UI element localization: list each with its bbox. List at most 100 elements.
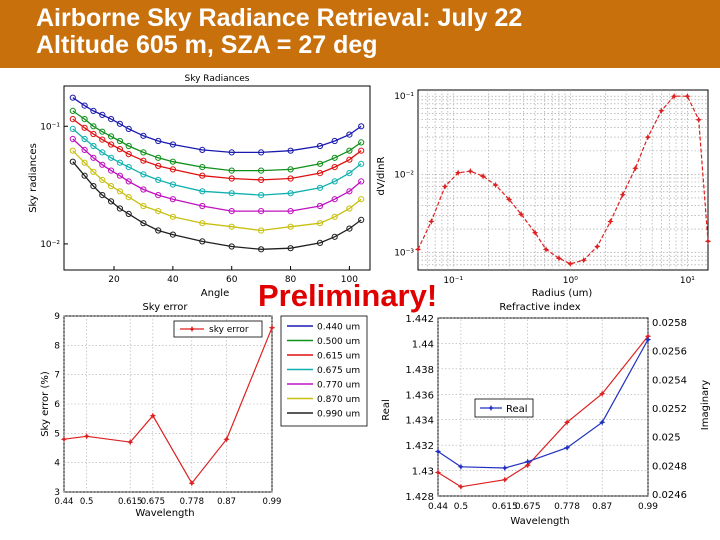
sky-radiance-point — [258, 208, 265, 215]
sky-error-point — [127, 438, 134, 446]
sky-radiance-point — [258, 227, 265, 234]
sky-radiance-point — [287, 245, 294, 252]
sky-radiance-point — [169, 231, 176, 238]
sky-radiance-point — [125, 142, 132, 150]
sky-error-markers — [60, 324, 276, 487]
sky-radiance-point — [258, 167, 265, 174]
sky-radiance-point — [287, 147, 294, 154]
refractive-index-panel: Refractive index Wavelength Real Imagina… — [381, 302, 711, 527]
sky-radiance-point — [140, 220, 147, 227]
sky-radiance-point — [69, 135, 76, 143]
sky-radiance-point — [140, 186, 147, 193]
size-distribution-point — [414, 246, 422, 253]
size-distribution-ylabel: dV/dlnR — [376, 156, 387, 195]
sky-radiance-point — [125, 178, 132, 185]
wavelength-legend: 0.440 um 0.500 um 0.615 um 0.675 um 0.770 um… — [280, 315, 368, 427]
sky-radiance-point — [99, 128, 106, 135]
sky-radiance-point — [108, 198, 115, 205]
sky-radiance-panel: Sky Radiances Angle Sky radiances 20 40 60… — [28, 74, 371, 299]
size-distribution-ytick-label: 10⁻¹ — [394, 92, 414, 102]
sky-radiance-point — [287, 223, 294, 230]
sky-radiance-point — [116, 120, 124, 127]
size-distribution-point — [619, 191, 626, 198]
sky-radiance-point — [287, 175, 294, 182]
sky-error-ytick-label: 3 — [54, 488, 60, 498]
sky-radiance-point — [199, 220, 206, 227]
sky-radiance-point — [287, 166, 294, 173]
refractive-index-y2tick-label: 0.0254 — [652, 375, 687, 386]
sky-radiance-point — [108, 167, 115, 174]
refractive-index-ytick-label: 1.438 — [405, 365, 434, 376]
sky-radiance-point — [155, 208, 162, 215]
sky-radiance-markers-1 — [69, 107, 365, 174]
sky-radiance-point — [125, 125, 132, 132]
sky-radiance-point — [228, 149, 235, 156]
sky-error-point — [223, 436, 230, 443]
sky-radiance-point — [99, 176, 106, 183]
sky-radiance-point — [346, 170, 353, 177]
sky-radiance-point — [116, 205, 124, 212]
sky-error-point — [83, 433, 90, 440]
sky-radiance-xtick-label: 20 — [108, 275, 120, 285]
sky-error-xlabel: Wavelength — [135, 508, 194, 519]
size-distribution-point — [555, 255, 563, 262]
sky-radiance-point — [199, 164, 206, 171]
preliminary-stamp: Preliminary! — [258, 278, 438, 313]
sky-error-ylabel: Sky error (%) — [40, 371, 51, 437]
sky-radiance-point — [258, 246, 265, 253]
sky-radiance-point — [358, 139, 365, 146]
wavelength-legend-label: 0.870 um — [317, 395, 360, 405]
wavelength-legend-label: 0.615 um — [317, 352, 360, 362]
sky-radiance-point — [99, 136, 106, 143]
sky-error-legend-label: sky error — [209, 325, 249, 335]
sky-radiance-point — [90, 107, 97, 115]
refractive-index-legend-label: Real — [506, 404, 528, 415]
sky-radiance-point — [331, 164, 338, 171]
sky-radiance-point — [69, 107, 76, 115]
sky-error-title: Sky error — [142, 302, 188, 313]
sky-radiance-point — [316, 160, 324, 167]
sky-radiance-markers-3 — [69, 125, 365, 199]
refractive-index-xtick-label: 0.615 — [492, 502, 518, 512]
sky-radiance-point — [99, 111, 106, 119]
sky-radiance-point — [331, 196, 338, 203]
sky-radiance-point — [69, 116, 76, 123]
refractive-index-xlabel: Wavelength — [510, 516, 569, 527]
refractive-index-y2label: Imaginary — [700, 380, 711, 431]
size-distribution-point — [428, 218, 435, 225]
real-index-point — [434, 448, 442, 455]
size-distribution-point — [594, 243, 601, 250]
sky-radiance-point — [316, 170, 324, 177]
sky-radiance-point — [331, 178, 338, 185]
size-distribution-point — [704, 238, 712, 245]
sky-error-xtick-label: 0.615 — [118, 497, 142, 507]
sky-radiance-point — [90, 130, 97, 138]
sky-radiance-point — [169, 181, 176, 188]
refractive-index-y2tick-label: 0.0252 — [652, 404, 687, 415]
sky-radiance-point — [155, 227, 162, 234]
sky-radiance-point — [81, 159, 88, 166]
sky-radiance-point — [90, 154, 97, 161]
sky-radiance-point — [316, 184, 324, 191]
sky-radiance-point — [199, 202, 206, 210]
sky-radiance-markers-4 — [69, 135, 365, 215]
size-distribution-point — [580, 257, 587, 264]
sky-radiance-point — [81, 146, 88, 153]
sky-radiance-point — [199, 188, 206, 195]
size-distribution-point — [684, 93, 691, 100]
refractive-index-legend-box — [474, 398, 534, 418]
sky-radiance-point — [155, 162, 162, 169]
sky-radiance-point — [228, 190, 235, 197]
size-distribution-xtick-label: 10¹ — [680, 276, 695, 286]
wavelength-legend-label: 0.500 um — [317, 337, 360, 347]
size-distribution-point — [670, 93, 678, 100]
sky-radiance-point — [81, 172, 88, 179]
wavelength-legend-label: 0.675 um — [317, 366, 360, 376]
real-index-markers — [434, 336, 652, 472]
refractive-index-y2tick-label: 0.0256 — [652, 347, 687, 358]
sky-radiance-xtick-label: 80 — [285, 275, 297, 285]
sky-radiance-point — [316, 202, 324, 210]
sky-radiance-point — [358, 123, 365, 130]
sky-radiance-point — [140, 157, 147, 164]
